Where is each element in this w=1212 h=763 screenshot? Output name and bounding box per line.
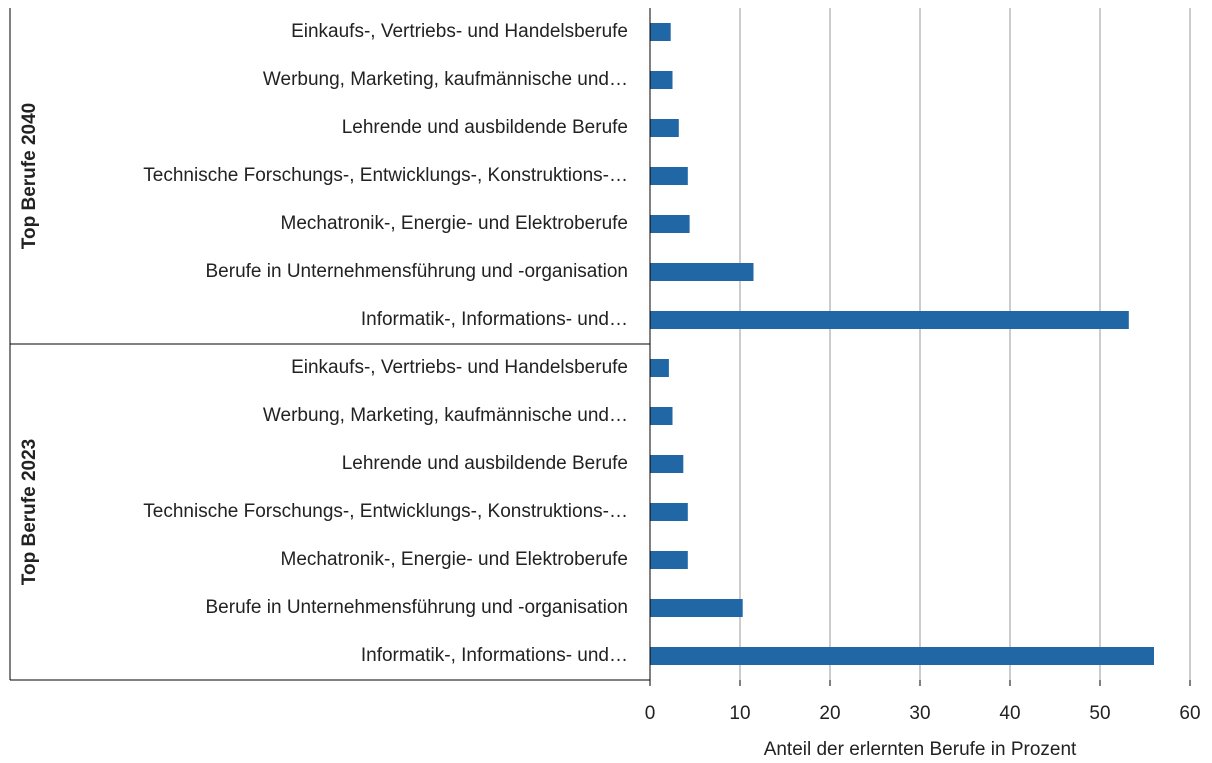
x-tick-label: 60 [1179, 703, 1200, 724]
y-tick-label: Berufe in Unternehmensführung und -organ… [206, 261, 629, 282]
bar [650, 599, 743, 617]
x-tick-label: 10 [729, 703, 750, 724]
y-tick-label: Werbung, Marketing, kaufmännische und… [263, 405, 628, 426]
x-tick-label: 20 [819, 703, 840, 724]
bar [650, 119, 679, 137]
y-tick-label: Informatik-, Informations- und… [361, 645, 628, 666]
x-tick-label: 30 [909, 703, 930, 724]
bar [650, 23, 671, 41]
y-tick-label: Mechatronik-, Energie- und Elektroberufe [281, 549, 628, 570]
y-tick-label: Mechatronik-, Energie- und Elektroberufe [281, 213, 628, 234]
x-tick-label: 0 [645, 703, 656, 724]
group-label: Top Berufe 2040 [19, 103, 40, 249]
bar [650, 263, 754, 281]
x-tick-label: 40 [999, 703, 1020, 724]
y-tick-label: Werbung, Marketing, kaufmännische und… [263, 69, 628, 90]
y-tick-label: Informatik-, Informations- und… [361, 309, 628, 330]
bar [650, 167, 688, 185]
group-label: Top Berufe 2023 [19, 439, 40, 585]
y-tick-label: Technische Forschungs-, Entwicklungs-, K… [143, 165, 628, 186]
y-tick-label: Lehrende und ausbildende Berufe [342, 453, 628, 474]
x-tick-label: 50 [1089, 703, 1110, 724]
y-tick-label: Lehrende und ausbildende Berufe [342, 117, 628, 138]
y-tick-label: Technische Forschungs-, Entwicklungs-, K… [143, 501, 628, 522]
y-tick-label: Berufe in Unternehmensführung und -organ… [206, 597, 629, 618]
bar [650, 407, 673, 425]
bar [650, 359, 669, 377]
bar [650, 215, 690, 233]
y-tick-label: Einkaufs-, Vertriebs- und Handelsberufe [291, 21, 628, 42]
bar [650, 455, 684, 473]
y-tick-label: Einkaufs-, Vertriebs- und Handelsberufe [291, 357, 628, 378]
x-axis-label: Anteil der erlernten Berufe in Prozent [764, 739, 1077, 760]
bar [650, 311, 1129, 329]
bar [650, 503, 688, 521]
bar [650, 647, 1154, 665]
bar [650, 71, 673, 89]
bar [650, 551, 688, 569]
